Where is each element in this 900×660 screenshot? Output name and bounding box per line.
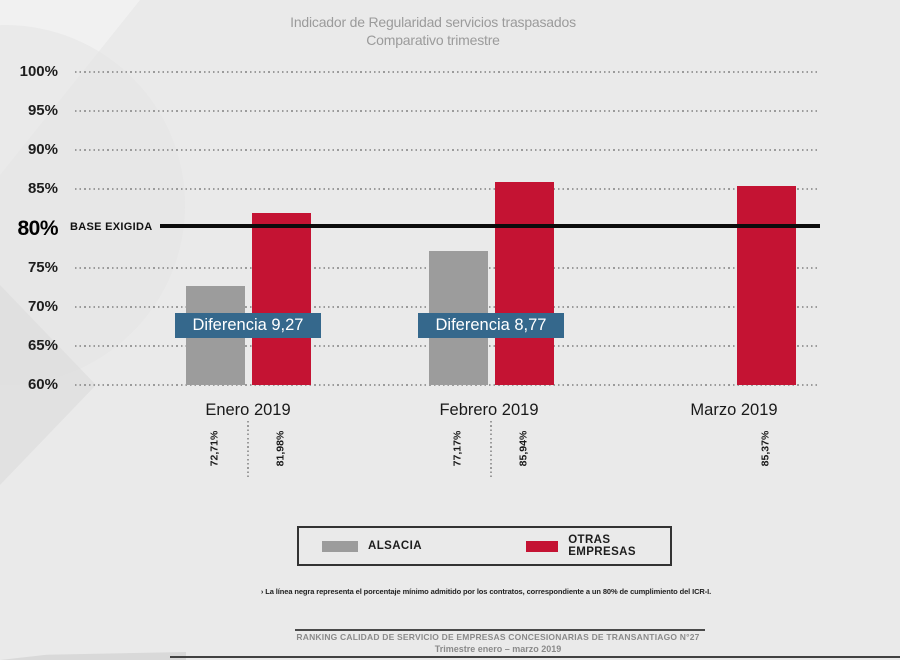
background-bottom-strip — [0, 652, 186, 660]
bar-value-label-marzo-2019: 85,37% — [759, 430, 772, 467]
gridline-95% — [75, 110, 818, 113]
legend-swatch-red — [525, 540, 559, 552]
value-separator-enero-2019 — [247, 421, 249, 478]
footer-trimester: Trimestre enero – marzo 2019 — [434, 644, 562, 654]
x-axis-label-enero-2019: Enero 2019 — [205, 401, 291, 419]
legend-swatch-gray — [322, 540, 358, 552]
y-axis-tick-95%: 95% — [27, 102, 58, 120]
gridline-85% — [75, 188, 818, 191]
footer-ranking-title: RANKING CALIDAD DE SERVICIO DE EMPRESAS … — [296, 632, 700, 642]
legend-item-otras-empresas: OTRAS EMPRESAS — [525, 534, 670, 558]
chart-legend: ALSACIA OTRAS EMPRESAS — [297, 526, 672, 566]
gridline-60% — [75, 384, 818, 386]
bar-value-label-enero-2019: 81,98% — [274, 430, 287, 467]
gridline-100% — [75, 71, 818, 73]
y-axis-tick-70%: 70% — [27, 297, 58, 315]
chart-title: Indicador de Regularidad servicios trasp… — [0, 13, 866, 49]
difference-annotation-0: Diferencia 9,27 — [175, 313, 321, 338]
y-axis-tick-100%: 100% — [19, 63, 58, 80]
baseline-label: BASE EXIGIDA — [70, 221, 153, 233]
x-axis-label-marzo-2019: Marzo 2019 — [690, 401, 778, 419]
footer-rule-top — [295, 629, 705, 631]
chart-title-line1: Indicador de Regularidad servicios trasp… — [290, 14, 576, 30]
chart-footnote: › La línea negra representa el porcentaj… — [260, 587, 712, 596]
bar-otras-empresas-enero-2019 — [251, 213, 311, 385]
gridline-90% — [75, 149, 818, 152]
x-axis-label-febrero-2019: Febrero 2019 — [439, 401, 539, 419]
difference-annotation-1: Diferencia 8,77 — [418, 313, 564, 338]
legend-label-otras-empresas: OTRAS EMPRESAS — [568, 534, 636, 558]
bar-value-label-febrero-2019: 77,17% — [451, 430, 464, 467]
y-axis-tick-65%: 65% — [27, 336, 58, 354]
y-axis-tick-75%: 75% — [27, 258, 58, 276]
footer-rule-bottom — [170, 656, 900, 658]
bar-value-label-febrero-2019: 85,94% — [517, 430, 530, 467]
baseline-80pct-line — [160, 224, 820, 228]
y-axis-tick-60%: 60% — [27, 376, 58, 393]
bar-otras-empresas-febrero-2019 — [494, 182, 554, 385]
y-axis-tick-90%: 90% — [27, 141, 58, 159]
y-axis-tick-85%: 85% — [27, 180, 58, 198]
bar-otras-empresas-marzo-2019 — [736, 186, 796, 385]
y-axis-tick-80%: 80% — [17, 216, 58, 240]
legend-item-alsacia: ALSACIA — [322, 540, 422, 552]
bar-value-label-enero-2019: 72,71% — [208, 430, 221, 467]
legend-label-alsacia: ALSACIA — [368, 540, 422, 552]
value-separator-febrero-2019 — [490, 421, 492, 478]
chart-title-line2: Comparativo trimestre — [366, 32, 500, 48]
